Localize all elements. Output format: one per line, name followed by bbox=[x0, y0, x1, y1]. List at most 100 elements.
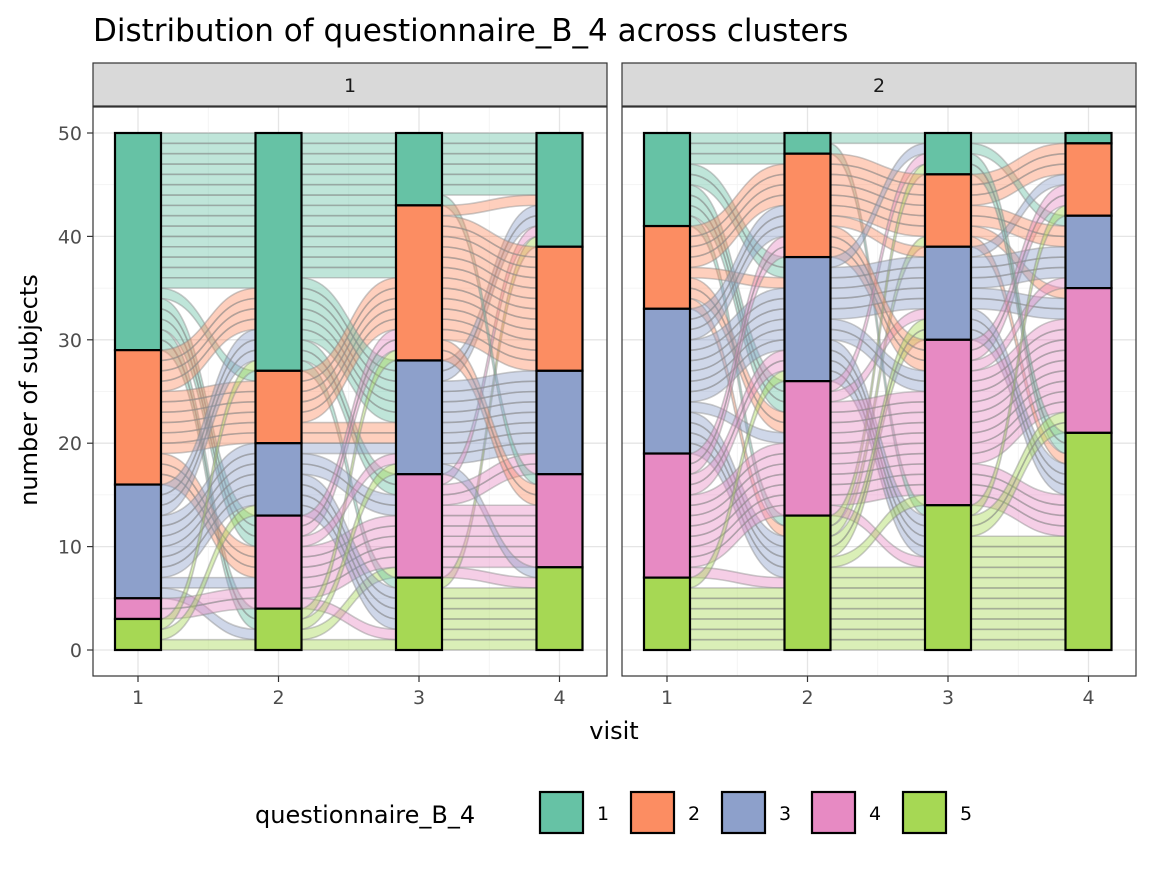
legend-label: 5 bbox=[960, 803, 972, 825]
flow-subject bbox=[968, 576, 1069, 589]
chart-title: Distribution of questionnaire_B_4 across… bbox=[93, 13, 848, 49]
stratum-bar-2 bbox=[1064, 142, 1113, 217]
stratum-bar-4 bbox=[923, 338, 973, 507]
flow-subject bbox=[298, 204, 399, 217]
flow-subject bbox=[158, 152, 259, 165]
stratum-bar-5 bbox=[113, 617, 163, 652]
flow-subject bbox=[439, 597, 540, 610]
flow-subject bbox=[158, 214, 259, 227]
flows bbox=[687, 132, 1069, 651]
stratum-bar-3 bbox=[394, 359, 444, 476]
flow-subject bbox=[439, 132, 540, 145]
flow-subject bbox=[968, 628, 1069, 641]
stratum-bar-1 bbox=[113, 131, 163, 352]
stratum-bar-1 bbox=[254, 131, 303, 372]
facet-panels: 1 1 2 3 4 2 1 2 3 4 bbox=[92, 62, 1137, 709]
flow-subject bbox=[158, 163, 259, 176]
x-tick-label: 1 bbox=[661, 687, 673, 709]
flow-subject bbox=[968, 607, 1069, 620]
flow-subject bbox=[298, 266, 399, 279]
y-tick-label: 10 bbox=[58, 537, 82, 559]
facet-strip-label: 2 bbox=[873, 75, 885, 97]
stratum-bar-1 bbox=[642, 131, 692, 228]
flow-subject bbox=[827, 638, 928, 651]
stratum-bar-1 bbox=[394, 131, 444, 207]
flow-subject bbox=[687, 142, 788, 155]
y-tick-label: 40 bbox=[58, 226, 82, 248]
flow-subject bbox=[439, 535, 540, 548]
facet-strip bbox=[92, 62, 608, 107]
panel-border bbox=[621, 106, 1137, 677]
flow-subject bbox=[298, 214, 399, 227]
flow-subject bbox=[968, 535, 1069, 548]
x-tick-label: 2 bbox=[272, 687, 284, 709]
stratum-bar-5 bbox=[783, 514, 832, 652]
strata bbox=[113, 131, 584, 652]
y-tick-label: 0 bbox=[70, 640, 82, 662]
stratum-bar-3 bbox=[113, 483, 163, 600]
flow-subject bbox=[968, 597, 1069, 610]
facet-panel-2: 2 1 2 3 4 bbox=[621, 62, 1137, 709]
stratum-bar-2 bbox=[642, 224, 692, 310]
flow-subject bbox=[827, 618, 928, 631]
flow-subject bbox=[439, 587, 540, 600]
legend-label: 2 bbox=[688, 803, 700, 825]
flows bbox=[158, 132, 540, 651]
stratum-bar-4 bbox=[783, 380, 832, 517]
flow-subject bbox=[158, 204, 259, 217]
stratum-bar-2 bbox=[394, 204, 444, 362]
flow-subject bbox=[158, 256, 259, 269]
x-tick-label: 3 bbox=[942, 687, 954, 709]
stratum-bar-1 bbox=[923, 131, 973, 176]
flow-subject bbox=[968, 556, 1069, 569]
flow-subject bbox=[827, 566, 928, 579]
legend-key-5 bbox=[901, 790, 948, 835]
facet-panel-1: 1 1 2 3 4 bbox=[92, 62, 608, 709]
stratum-bar-5 bbox=[923, 504, 973, 652]
stratum-bar-3 bbox=[1064, 214, 1113, 290]
legend-label: 4 bbox=[869, 803, 881, 825]
flow-subject bbox=[827, 587, 928, 600]
flow-subject bbox=[298, 163, 399, 176]
x-tick-label: 1 bbox=[132, 687, 144, 709]
stratum-bar-4 bbox=[394, 473, 444, 579]
flow-subject bbox=[158, 276, 259, 289]
stratum-bar-3 bbox=[535, 369, 584, 476]
flow-subject bbox=[439, 504, 540, 517]
stratum-bar-2 bbox=[923, 173, 973, 248]
stratum-bar-3 bbox=[254, 442, 303, 517]
flow-subject bbox=[439, 618, 540, 631]
flow-subject bbox=[158, 194, 259, 207]
flow-subject bbox=[687, 628, 788, 641]
flow-subject bbox=[158, 183, 259, 196]
legend-title: questionnaire_B_4 bbox=[255, 801, 475, 829]
legend-key-3 bbox=[720, 790, 767, 835]
panel-border bbox=[92, 106, 608, 677]
flow-subject bbox=[827, 132, 928, 145]
stratum-bar-3 bbox=[642, 307, 692, 455]
x-tick-label: 3 bbox=[413, 687, 425, 709]
flow-subject bbox=[158, 638, 259, 651]
flow-subject bbox=[158, 245, 259, 258]
flow-subject bbox=[687, 638, 788, 651]
flow-subject bbox=[298, 442, 399, 455]
stratum-bar-1 bbox=[1064, 131, 1113, 145]
flow-subject bbox=[687, 132, 788, 145]
flow-subject bbox=[827, 597, 928, 610]
flow-subject bbox=[439, 142, 540, 155]
flow-subject bbox=[439, 638, 540, 651]
y-axis-title: number of subjects bbox=[15, 274, 43, 506]
flow-subject bbox=[158, 173, 259, 186]
stratum-bar-2 bbox=[535, 245, 584, 372]
flow-subject bbox=[298, 183, 399, 196]
stratum-bar-1 bbox=[783, 131, 832, 155]
stratum-bar-2 bbox=[113, 349, 163, 486]
flow-subject bbox=[158, 235, 259, 248]
stratum-bar-2 bbox=[254, 369, 303, 445]
flow-subject bbox=[968, 132, 1069, 145]
stratum-bar-3 bbox=[783, 255, 832, 383]
flow-subject bbox=[439, 628, 540, 641]
stratum-bar-5 bbox=[394, 576, 444, 652]
strata bbox=[642, 131, 1113, 652]
legend-key-4 bbox=[810, 790, 857, 835]
